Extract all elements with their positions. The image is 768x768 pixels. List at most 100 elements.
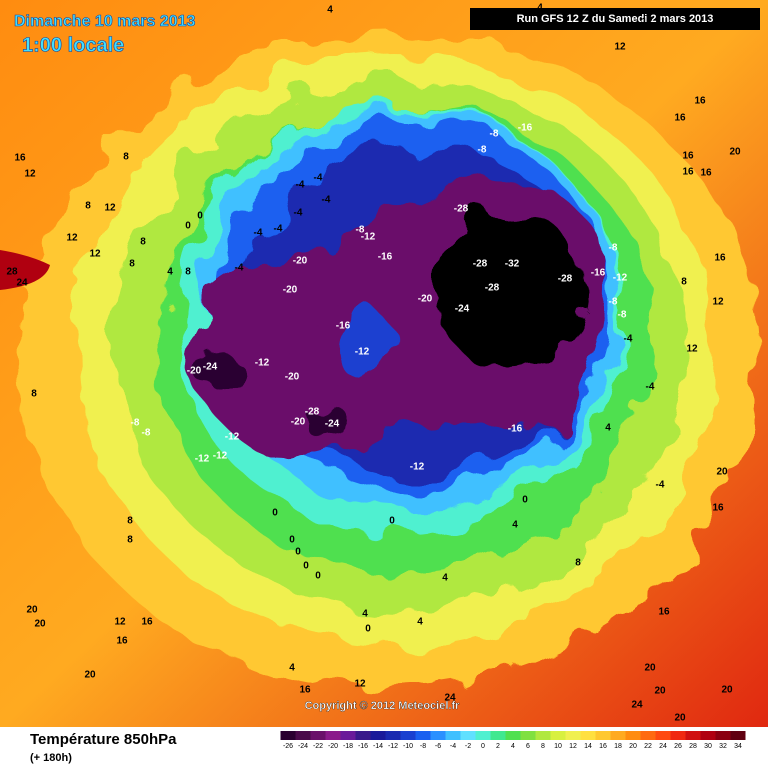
- contour-label: -16: [508, 424, 523, 435]
- contour-label: -28: [473, 259, 488, 270]
- contour-label: -28: [454, 204, 469, 215]
- scale-label: -18: [343, 743, 353, 750]
- scale-swatch: [715, 731, 731, 740]
- contour-label: -8: [478, 145, 487, 156]
- contour-label: 8: [31, 389, 37, 400]
- scale-label: 22: [644, 743, 652, 750]
- contour-label: -4: [294, 208, 303, 219]
- contour-label: -8: [609, 297, 618, 308]
- contour-label: -28: [485, 283, 500, 294]
- contour-label: 20: [716, 467, 728, 478]
- contour-label: 8: [575, 558, 581, 569]
- contour-label: -20: [291, 417, 306, 428]
- contour-label: 12: [712, 297, 724, 308]
- scale-swatch: [625, 731, 641, 740]
- scale-label: 30: [704, 743, 712, 750]
- contour-label: -24: [325, 419, 340, 430]
- contour-label: 28: [6, 267, 18, 278]
- scale-label: 14: [584, 743, 592, 750]
- contour-label: 0: [272, 508, 278, 519]
- contour-label: 16: [141, 617, 153, 628]
- contour-label: -4: [235, 263, 244, 274]
- scale-label: 10: [554, 743, 562, 750]
- contour-label: -20: [187, 366, 202, 377]
- scale-swatch: [505, 731, 521, 740]
- scale-label: -14: [373, 743, 383, 750]
- scale-swatch: [700, 731, 716, 740]
- scale-swatch: [460, 731, 476, 740]
- contour-label: 24: [16, 278, 28, 289]
- valid-date: Dimanche 10 mars 2013: [14, 13, 196, 30]
- contour-label: 4: [442, 573, 448, 584]
- contour-label: -16: [336, 321, 351, 332]
- contour-label: 8: [127, 535, 133, 546]
- contour-label: 4: [327, 5, 333, 16]
- contour-label: 0: [185, 221, 191, 232]
- scale-swatch: [475, 731, 491, 740]
- contour-label: 12: [24, 169, 36, 180]
- contour-label: 16: [116, 636, 128, 647]
- contour-label: -24: [203, 362, 218, 373]
- scale-swatch: [415, 731, 431, 740]
- contour-label: 12: [354, 679, 366, 690]
- contour-label: 24: [631, 700, 643, 711]
- scale-swatch: [325, 731, 341, 740]
- contour-label: -16: [378, 252, 393, 263]
- contour-label: -16: [518, 123, 533, 134]
- contour-label: -28: [558, 274, 573, 285]
- contour-label: 16: [658, 607, 670, 618]
- contour-label: 0: [295, 547, 301, 558]
- contour-label: -4: [656, 480, 665, 491]
- field-title: Température 850hPa: [30, 731, 177, 748]
- contour-label: 4: [362, 609, 368, 620]
- contour-label: -16: [591, 268, 606, 279]
- scale-label: -6: [435, 743, 441, 750]
- scale-label: 24: [659, 743, 667, 750]
- scale-label: 2: [496, 743, 500, 750]
- scale-label: -2: [465, 743, 471, 750]
- contour-label: 0: [365, 624, 371, 635]
- run-box: [470, 8, 760, 30]
- scale-label: -16: [358, 743, 368, 750]
- scale-label: 20: [629, 743, 637, 750]
- contour-label: -12: [410, 462, 425, 473]
- scale-swatch: [565, 731, 581, 740]
- contour-label: 12: [686, 344, 698, 355]
- scale-swatch: [535, 731, 551, 740]
- scale-swatch: [340, 731, 356, 740]
- scale-label: 26: [674, 743, 682, 750]
- contour-label: -12: [613, 273, 628, 284]
- contour-label: 8: [185, 267, 191, 278]
- contour-label: 4: [289, 663, 295, 674]
- contour-label: -4: [314, 173, 323, 184]
- scale-swatch: [430, 731, 446, 740]
- contour-label: 0: [303, 561, 309, 572]
- contour-label: 4: [167, 267, 173, 278]
- scale-label: 16: [599, 743, 607, 750]
- scale-swatch: [400, 731, 416, 740]
- scale-label: 8: [541, 743, 545, 750]
- contour-label: -8: [618, 310, 627, 321]
- scale-label: 34: [734, 743, 742, 750]
- contour-label: -32: [505, 259, 520, 270]
- contour-label: 12: [89, 249, 101, 260]
- scale-label: 6: [526, 743, 530, 750]
- scale-swatch: [550, 731, 566, 740]
- contour-label: 16: [299, 685, 311, 696]
- contour-label: -4: [322, 195, 331, 206]
- contour-label: -20: [418, 294, 433, 305]
- contour-label: 16: [682, 167, 694, 178]
- scale-swatch: [670, 731, 686, 740]
- temperature-field: [0, 0, 768, 727]
- contour-label: 0: [197, 211, 203, 222]
- scale-swatch: [580, 731, 596, 740]
- contour-label: 12: [641, 17, 653, 28]
- contour-label: -20: [293, 256, 308, 267]
- contour-label: 16: [682, 151, 694, 162]
- scale-label: -10: [403, 743, 413, 750]
- contour-label: -12: [355, 347, 370, 358]
- contour-label: 0: [289, 535, 295, 546]
- contour-label: 4: [605, 423, 611, 434]
- scale-label: 18: [614, 743, 622, 750]
- contour-label: -4: [274, 224, 283, 235]
